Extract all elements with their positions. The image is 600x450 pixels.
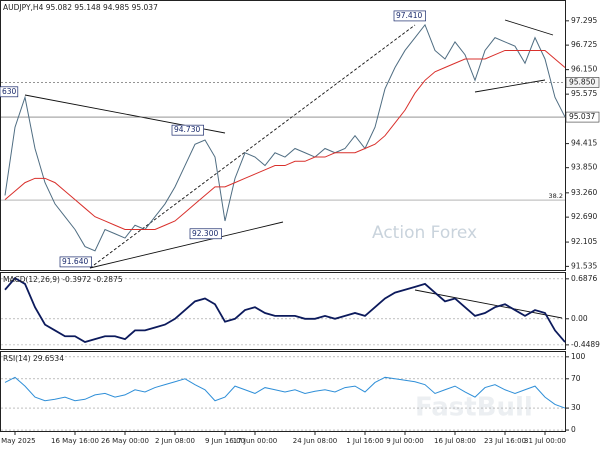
price-tag-label: 95.850 (569, 77, 595, 86)
y-tick-label: 100 (571, 352, 586, 361)
series-line (4, 276, 566, 344)
annotation-box (171, 124, 204, 136)
x-tick-label: 31 Jul 00:00 (524, 437, 566, 445)
y-tick-label: 97.295 (571, 16, 597, 25)
panel-frames (0, 0, 566, 432)
annotation-label: 92.300 (192, 229, 218, 238)
panel-title: MACD(12,26,9) -0.3972 -0.2875 (3, 275, 123, 284)
y-tick-label: 95.575 (571, 89, 597, 98)
fib-label: 38.2 (549, 192, 563, 200)
x-tick-label: 23 Jul 16:00 (484, 437, 526, 445)
y-tick-label: 96.725 (571, 40, 597, 49)
x-tick-label: 24 Jun 08:00 (293, 437, 337, 445)
x-tick-label: 1 Jul 16:00 (346, 437, 384, 445)
annotation-label: 97.410 (396, 11, 422, 20)
y-tick-label: 30 (571, 403, 581, 412)
y-tick-label: -0.4489 (571, 340, 600, 349)
panel-title: RSI(14) 29.6534 (3, 354, 64, 363)
x-tick-label: 9 Jun 16:00 (205, 437, 245, 445)
y-tick-label: 91.535 (571, 261, 597, 270)
series-line (4, 23, 566, 252)
y-tick-label: 70 (571, 374, 581, 383)
y-tick-label: 92.690 (571, 212, 597, 221)
trend-lines (24, 19, 563, 319)
price-tag (565, 77, 600, 88)
x-tick-label: 26 May 00:00 (101, 437, 149, 445)
x-tick-label: 9 Jul 00:00 (386, 437, 424, 445)
y-tick-label: 96.150 (571, 65, 597, 74)
x-tick-label: 9 May 2025 (0, 437, 36, 445)
y-tick-label: 94.415 (571, 139, 597, 148)
watermark: FastBull (415, 393, 533, 423)
y-tick-label: 0.00 (571, 314, 588, 323)
panel-title: AUDJPY,H4 95.082 95.148 94.985 95.037 (3, 3, 158, 12)
annotation-box (59, 256, 92, 268)
annotation-label: 94.730 (174, 125, 200, 134)
annotation-box (189, 228, 222, 240)
price-tag-label: 95.037 (569, 112, 595, 121)
watermark: Action Forex (372, 223, 477, 243)
y-tick-label: 92.105 (571, 237, 597, 246)
x-tick-label: 2 Jun 08:00 (155, 437, 195, 445)
y-tick-label: 0.6876 (571, 274, 597, 283)
annotation-label: 630 (2, 87, 17, 96)
y-tick-label: 93.850 (571, 163, 597, 172)
y-tick-label: 0 (571, 425, 576, 434)
series-line (4, 376, 566, 409)
annotation-label: 91.640 (62, 257, 88, 266)
annotation-box (393, 10, 426, 22)
x-tick-label: 17 Jun 00:00 (233, 437, 277, 445)
annotation-box (0, 86, 19, 98)
x-tick-label: 16 May 16:00 (51, 437, 99, 445)
x-tick-label: 16 Jul 08:00 (434, 437, 476, 445)
y-tick-label: 93.260 (571, 188, 597, 197)
price-tag (565, 111, 600, 123)
series-line (4, 49, 566, 230)
